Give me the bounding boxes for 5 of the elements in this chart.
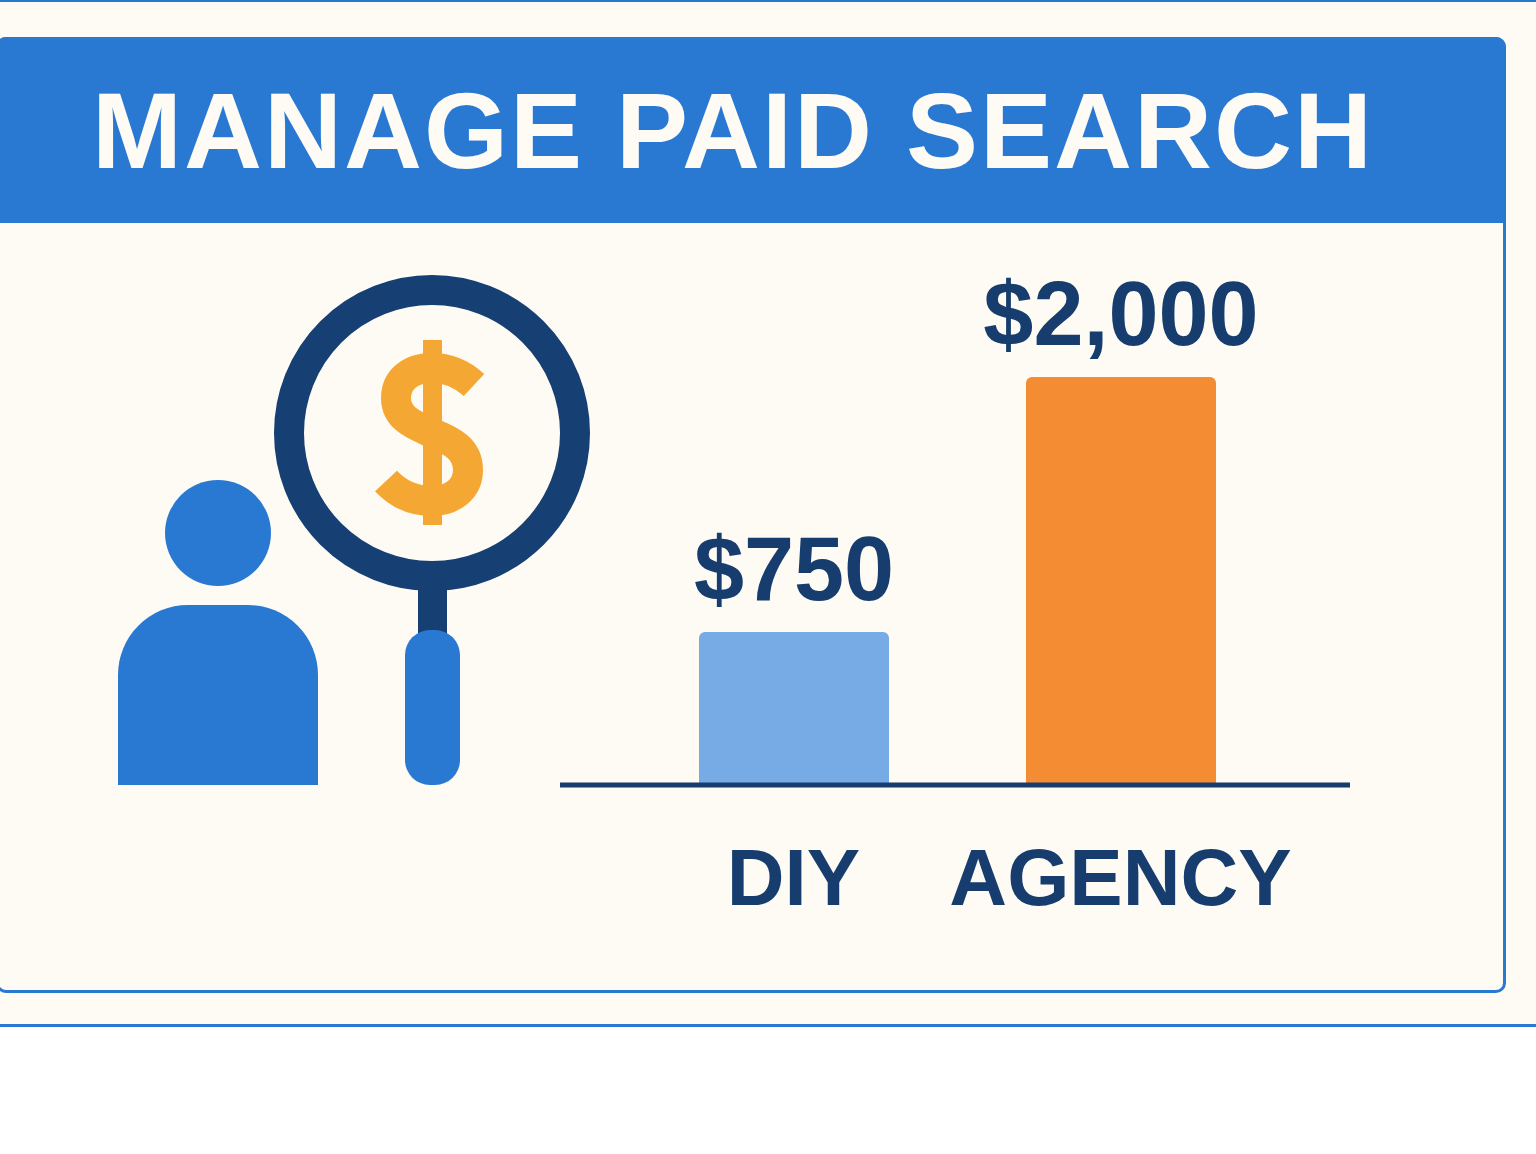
- chart-title: MANAGE PAID SEARCH: [90, 69, 1376, 193]
- x-tick-label: DIY: [726, 832, 861, 922]
- data-label: $2,000: [983, 264, 1259, 364]
- data-label: $750: [693, 519, 895, 619]
- x-tick-label: AGENCY: [949, 832, 1292, 922]
